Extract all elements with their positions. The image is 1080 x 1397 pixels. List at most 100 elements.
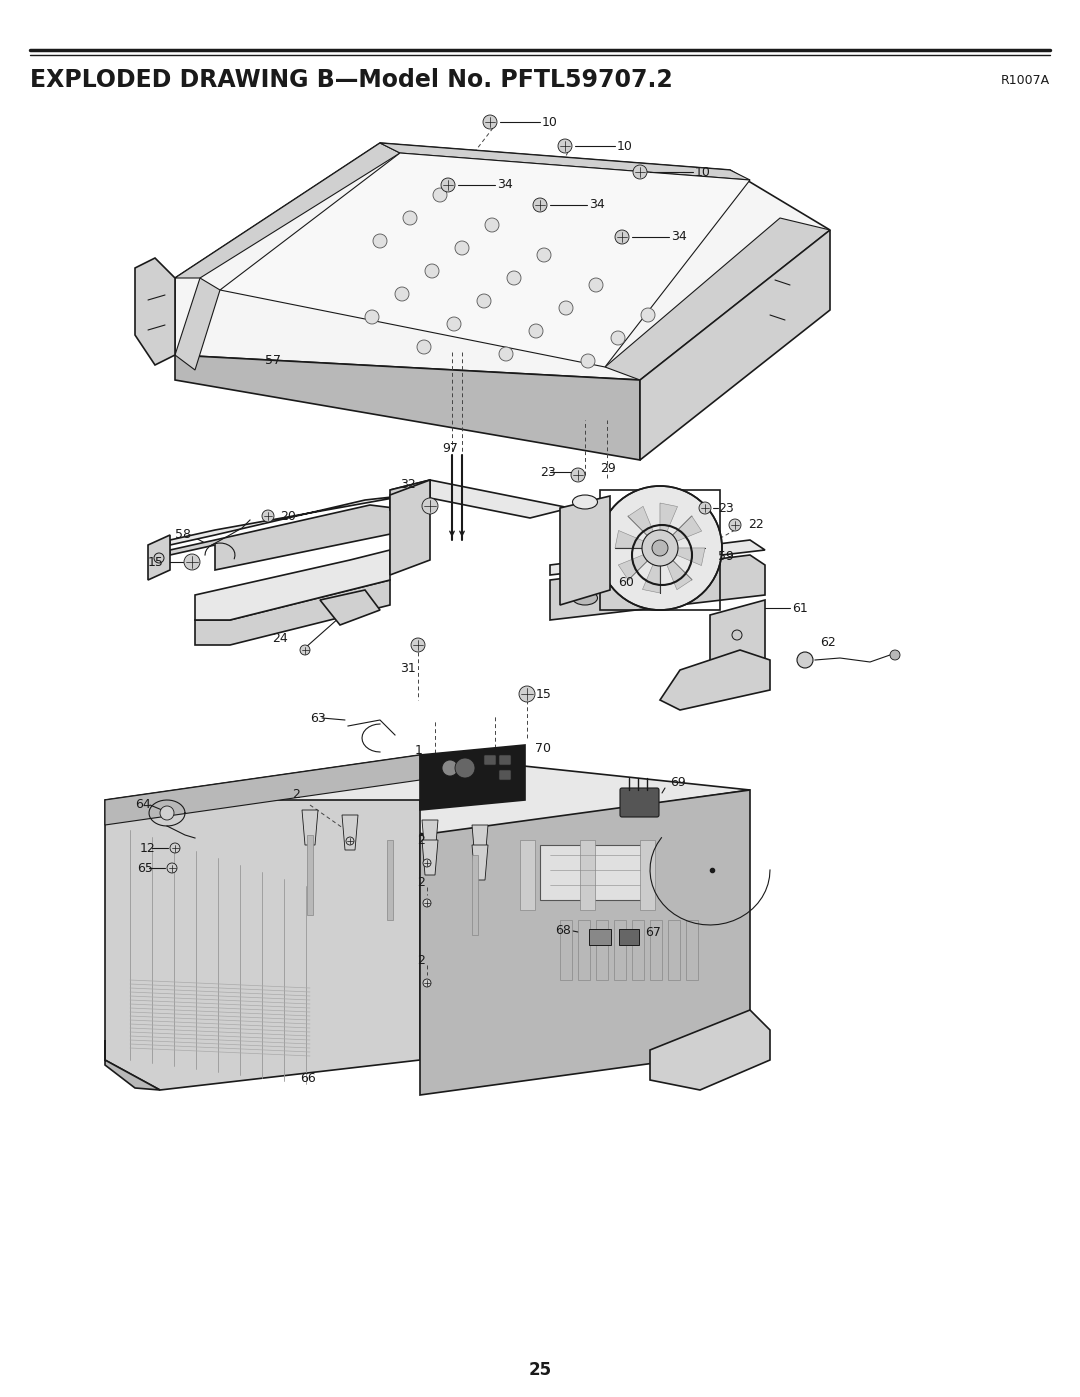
Polygon shape [420,789,750,1095]
Polygon shape [320,590,380,624]
Circle shape [423,979,431,988]
Polygon shape [660,503,677,539]
Ellipse shape [572,591,597,605]
Text: 10: 10 [542,116,558,129]
Polygon shape [472,855,478,935]
Circle shape [423,859,431,868]
Circle shape [441,177,455,191]
Circle shape [300,645,310,655]
Circle shape [615,231,629,244]
Polygon shape [422,840,438,875]
Polygon shape [550,541,765,576]
Circle shape [485,218,499,232]
Polygon shape [550,555,765,620]
Text: 10: 10 [696,165,711,179]
Text: 65: 65 [137,862,153,875]
Polygon shape [175,142,400,278]
Polygon shape [170,504,410,570]
Circle shape [797,652,813,668]
Polygon shape [686,921,698,981]
Circle shape [477,293,491,307]
Text: 2: 2 [417,954,424,967]
Text: 34: 34 [671,231,687,243]
Polygon shape [195,580,390,645]
Circle shape [455,242,469,256]
Polygon shape [422,820,438,855]
Text: EXPLODED DRAWING B—Model No. PFTL59707.2: EXPLODED DRAWING B—Model No. PFTL59707.2 [30,68,673,92]
Text: 64: 64 [135,799,151,812]
Text: 69: 69 [670,775,686,788]
Polygon shape [540,845,650,900]
FancyBboxPatch shape [620,788,659,817]
Circle shape [642,529,678,566]
Text: 97: 97 [442,441,458,454]
Text: 31: 31 [400,662,416,675]
Polygon shape [650,921,662,981]
Polygon shape [561,496,610,605]
Circle shape [373,235,387,249]
Text: 34: 34 [589,198,605,211]
Polygon shape [605,218,831,380]
Text: 34: 34 [497,179,513,191]
Polygon shape [342,814,357,849]
Text: 15: 15 [536,687,552,700]
Polygon shape [220,154,750,367]
FancyBboxPatch shape [619,929,639,944]
Polygon shape [175,355,640,460]
Polygon shape [667,515,702,545]
Circle shape [411,638,426,652]
Circle shape [537,249,551,263]
Circle shape [499,346,513,360]
Circle shape [529,324,543,338]
Polygon shape [670,548,705,566]
Circle shape [184,555,200,570]
Polygon shape [105,800,420,1090]
Circle shape [642,307,654,321]
Circle shape [558,138,572,154]
Circle shape [426,264,438,278]
Circle shape [262,510,274,522]
Circle shape [598,486,723,610]
Polygon shape [148,535,170,580]
Circle shape [581,353,595,367]
Circle shape [346,837,354,845]
Circle shape [507,271,521,285]
Polygon shape [175,142,831,380]
Circle shape [365,310,379,324]
Circle shape [160,806,174,820]
Text: 23: 23 [718,502,733,514]
Text: 66: 66 [300,1071,315,1084]
Text: 59: 59 [718,549,734,563]
Ellipse shape [572,495,597,509]
Polygon shape [710,599,765,680]
Polygon shape [390,481,430,510]
Circle shape [890,650,900,659]
Polygon shape [307,835,313,915]
Polygon shape [650,1010,770,1090]
Circle shape [699,502,711,514]
Circle shape [652,541,669,556]
Polygon shape [390,481,570,518]
Circle shape [732,630,742,640]
Polygon shape [664,555,692,590]
Polygon shape [643,557,660,592]
Polygon shape [660,650,770,710]
Polygon shape [615,921,626,981]
Circle shape [395,286,409,300]
Text: 12: 12 [140,841,156,855]
Circle shape [442,760,458,775]
Text: 32: 32 [400,479,416,492]
Circle shape [729,520,741,531]
Polygon shape [135,258,175,365]
FancyBboxPatch shape [499,754,511,766]
Polygon shape [105,754,750,835]
Polygon shape [561,921,572,981]
Text: 57: 57 [265,353,281,366]
Circle shape [170,842,180,854]
Text: 29: 29 [600,461,616,475]
Text: 2: 2 [417,834,424,847]
Polygon shape [472,845,488,880]
Polygon shape [578,921,590,981]
Polygon shape [615,531,651,548]
Polygon shape [175,278,220,370]
